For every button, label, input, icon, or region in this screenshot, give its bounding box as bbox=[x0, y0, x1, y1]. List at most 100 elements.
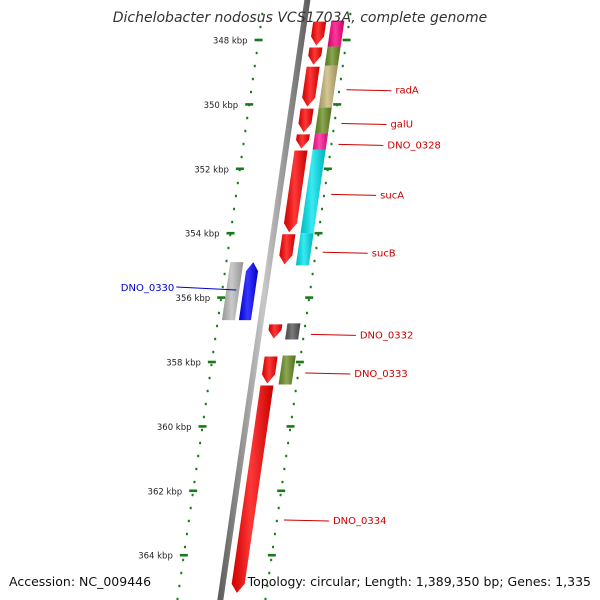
minor-tick bbox=[319, 220, 322, 224]
minor-tick bbox=[234, 194, 237, 198]
major-tick bbox=[314, 231, 323, 235]
minor-tick bbox=[201, 428, 203, 432]
label-leader-line bbox=[341, 123, 387, 125]
major-tick bbox=[286, 425, 295, 428]
minor-tick bbox=[176, 597, 179, 600]
feature-label-galU[interactable]: galU bbox=[390, 120, 413, 131]
minor-tick bbox=[281, 480, 284, 484]
cds-arrow-shade bbox=[262, 356, 278, 384]
label-leader-line bbox=[338, 143, 384, 146]
scale-tick-label: 364 kbp bbox=[138, 552, 173, 562]
minor-tick bbox=[339, 77, 342, 81]
cog-block-shade bbox=[295, 233, 314, 266]
cog-block-shade bbox=[300, 149, 326, 234]
minor-tick bbox=[315, 246, 318, 250]
minor-tick bbox=[185, 532, 188, 536]
minor-tick bbox=[231, 220, 234, 224]
feature-label-DNO_0334[interactable]: DNO_0334 bbox=[333, 516, 387, 527]
scale-ticks: 348 kbp 350 kbp 352 kbp 354 kbp 356 kbp 358 k… bbox=[138, 12, 352, 600]
feature-label-sucA[interactable]: sucA bbox=[380, 190, 404, 201]
minor-tick bbox=[199, 441, 202, 445]
major-tick bbox=[179, 553, 188, 557]
backbone-ring bbox=[217, 0, 311, 600]
minor-tick bbox=[277, 506, 280, 510]
minor-tick bbox=[214, 337, 217, 341]
minor-tick bbox=[294, 389, 297, 393]
cog-block-shade bbox=[221, 262, 244, 321]
label-leader-line bbox=[176, 286, 237, 291]
minor-tick bbox=[275, 519, 278, 523]
feature-label-DNO_0330[interactable]: DNO_0330 bbox=[121, 283, 175, 294]
major-tick bbox=[305, 296, 314, 299]
minor-tick bbox=[273, 532, 276, 536]
minor-tick bbox=[272, 545, 275, 549]
major-tick bbox=[235, 167, 244, 171]
major-tick bbox=[226, 231, 235, 235]
minor-tick bbox=[259, 25, 262, 29]
minor-tick bbox=[287, 441, 290, 445]
major-tick bbox=[277, 489, 286, 493]
cds-arrow-shade bbox=[238, 262, 259, 321]
feature-label-radA[interactable]: radA bbox=[395, 86, 419, 97]
minor-tick bbox=[283, 467, 286, 471]
minor-tick bbox=[307, 298, 310, 302]
minor-tick bbox=[227, 246, 230, 250]
minor-tick bbox=[322, 194, 325, 198]
cds-arrow-shade bbox=[308, 47, 323, 65]
minor-tick bbox=[302, 337, 305, 341]
minor-tick bbox=[304, 324, 307, 328]
minor-tick bbox=[317, 233, 320, 237]
feature-label-DNO_0332[interactable]: DNO_0332 bbox=[360, 330, 414, 341]
minor-tick bbox=[261, 12, 264, 16]
minor-tick bbox=[219, 298, 222, 302]
minor-tick bbox=[216, 324, 219, 328]
minor-tick bbox=[212, 350, 215, 354]
minor-tick bbox=[253, 64, 256, 68]
genome-info-text: Topology: circular; Length: 1,389,350 bp… bbox=[247, 574, 591, 589]
feature-label-DNO_0328[interactable]: DNO_0328 bbox=[387, 140, 441, 151]
cds-arrow-shade bbox=[296, 134, 310, 149]
cog-block-shade bbox=[327, 20, 345, 47]
minor-tick bbox=[236, 181, 239, 185]
minor-tick bbox=[244, 129, 247, 133]
minor-tick bbox=[332, 129, 335, 133]
minor-tick bbox=[233, 207, 236, 211]
cds-arrow-shade bbox=[311, 21, 327, 46]
major-tick bbox=[207, 360, 216, 364]
minor-tick bbox=[268, 571, 271, 575]
label-leader-line bbox=[310, 333, 356, 336]
cds-arrow-shade bbox=[231, 385, 274, 593]
minor-tick bbox=[338, 90, 341, 94]
minor-tick bbox=[202, 415, 205, 419]
minor-tick bbox=[187, 519, 190, 523]
minor-tick bbox=[343, 51, 346, 55]
minor-tick bbox=[208, 376, 211, 380]
feature-labels: radA galU DNO_0328 sucA sucB DNO_0330 DNO_0332… bbox=[121, 86, 441, 527]
minor-tick bbox=[328, 155, 331, 159]
minor-tick bbox=[197, 454, 200, 458]
minor-tick bbox=[264, 597, 267, 600]
major-tick bbox=[189, 489, 198, 493]
scale-tick-label: 350 kbp bbox=[204, 101, 239, 111]
feature-layer bbox=[221, 20, 345, 593]
minor-tick bbox=[298, 363, 301, 367]
cds-arrow-shade bbox=[279, 234, 296, 265]
label-leader-line bbox=[322, 251, 368, 254]
minor-tick bbox=[309, 285, 312, 289]
minor-tick bbox=[300, 350, 303, 354]
minor-tick bbox=[289, 428, 291, 432]
minor-tick bbox=[330, 142, 333, 146]
minor-tick bbox=[270, 558, 273, 562]
feature-label-DNO_0333[interactable]: DNO_0333 bbox=[354, 369, 408, 380]
accession-text: Accession: NC_009446 bbox=[9, 574, 152, 589]
minor-tick bbox=[225, 259, 228, 263]
major-tick bbox=[295, 360, 304, 364]
cds-arrow-shade bbox=[298, 108, 314, 133]
major-tick bbox=[333, 103, 342, 106]
label-leader-line bbox=[283, 519, 329, 522]
minor-tick bbox=[313, 259, 316, 263]
minor-tick bbox=[321, 207, 324, 211]
feature-label-sucB[interactable]: sucB bbox=[372, 248, 396, 259]
